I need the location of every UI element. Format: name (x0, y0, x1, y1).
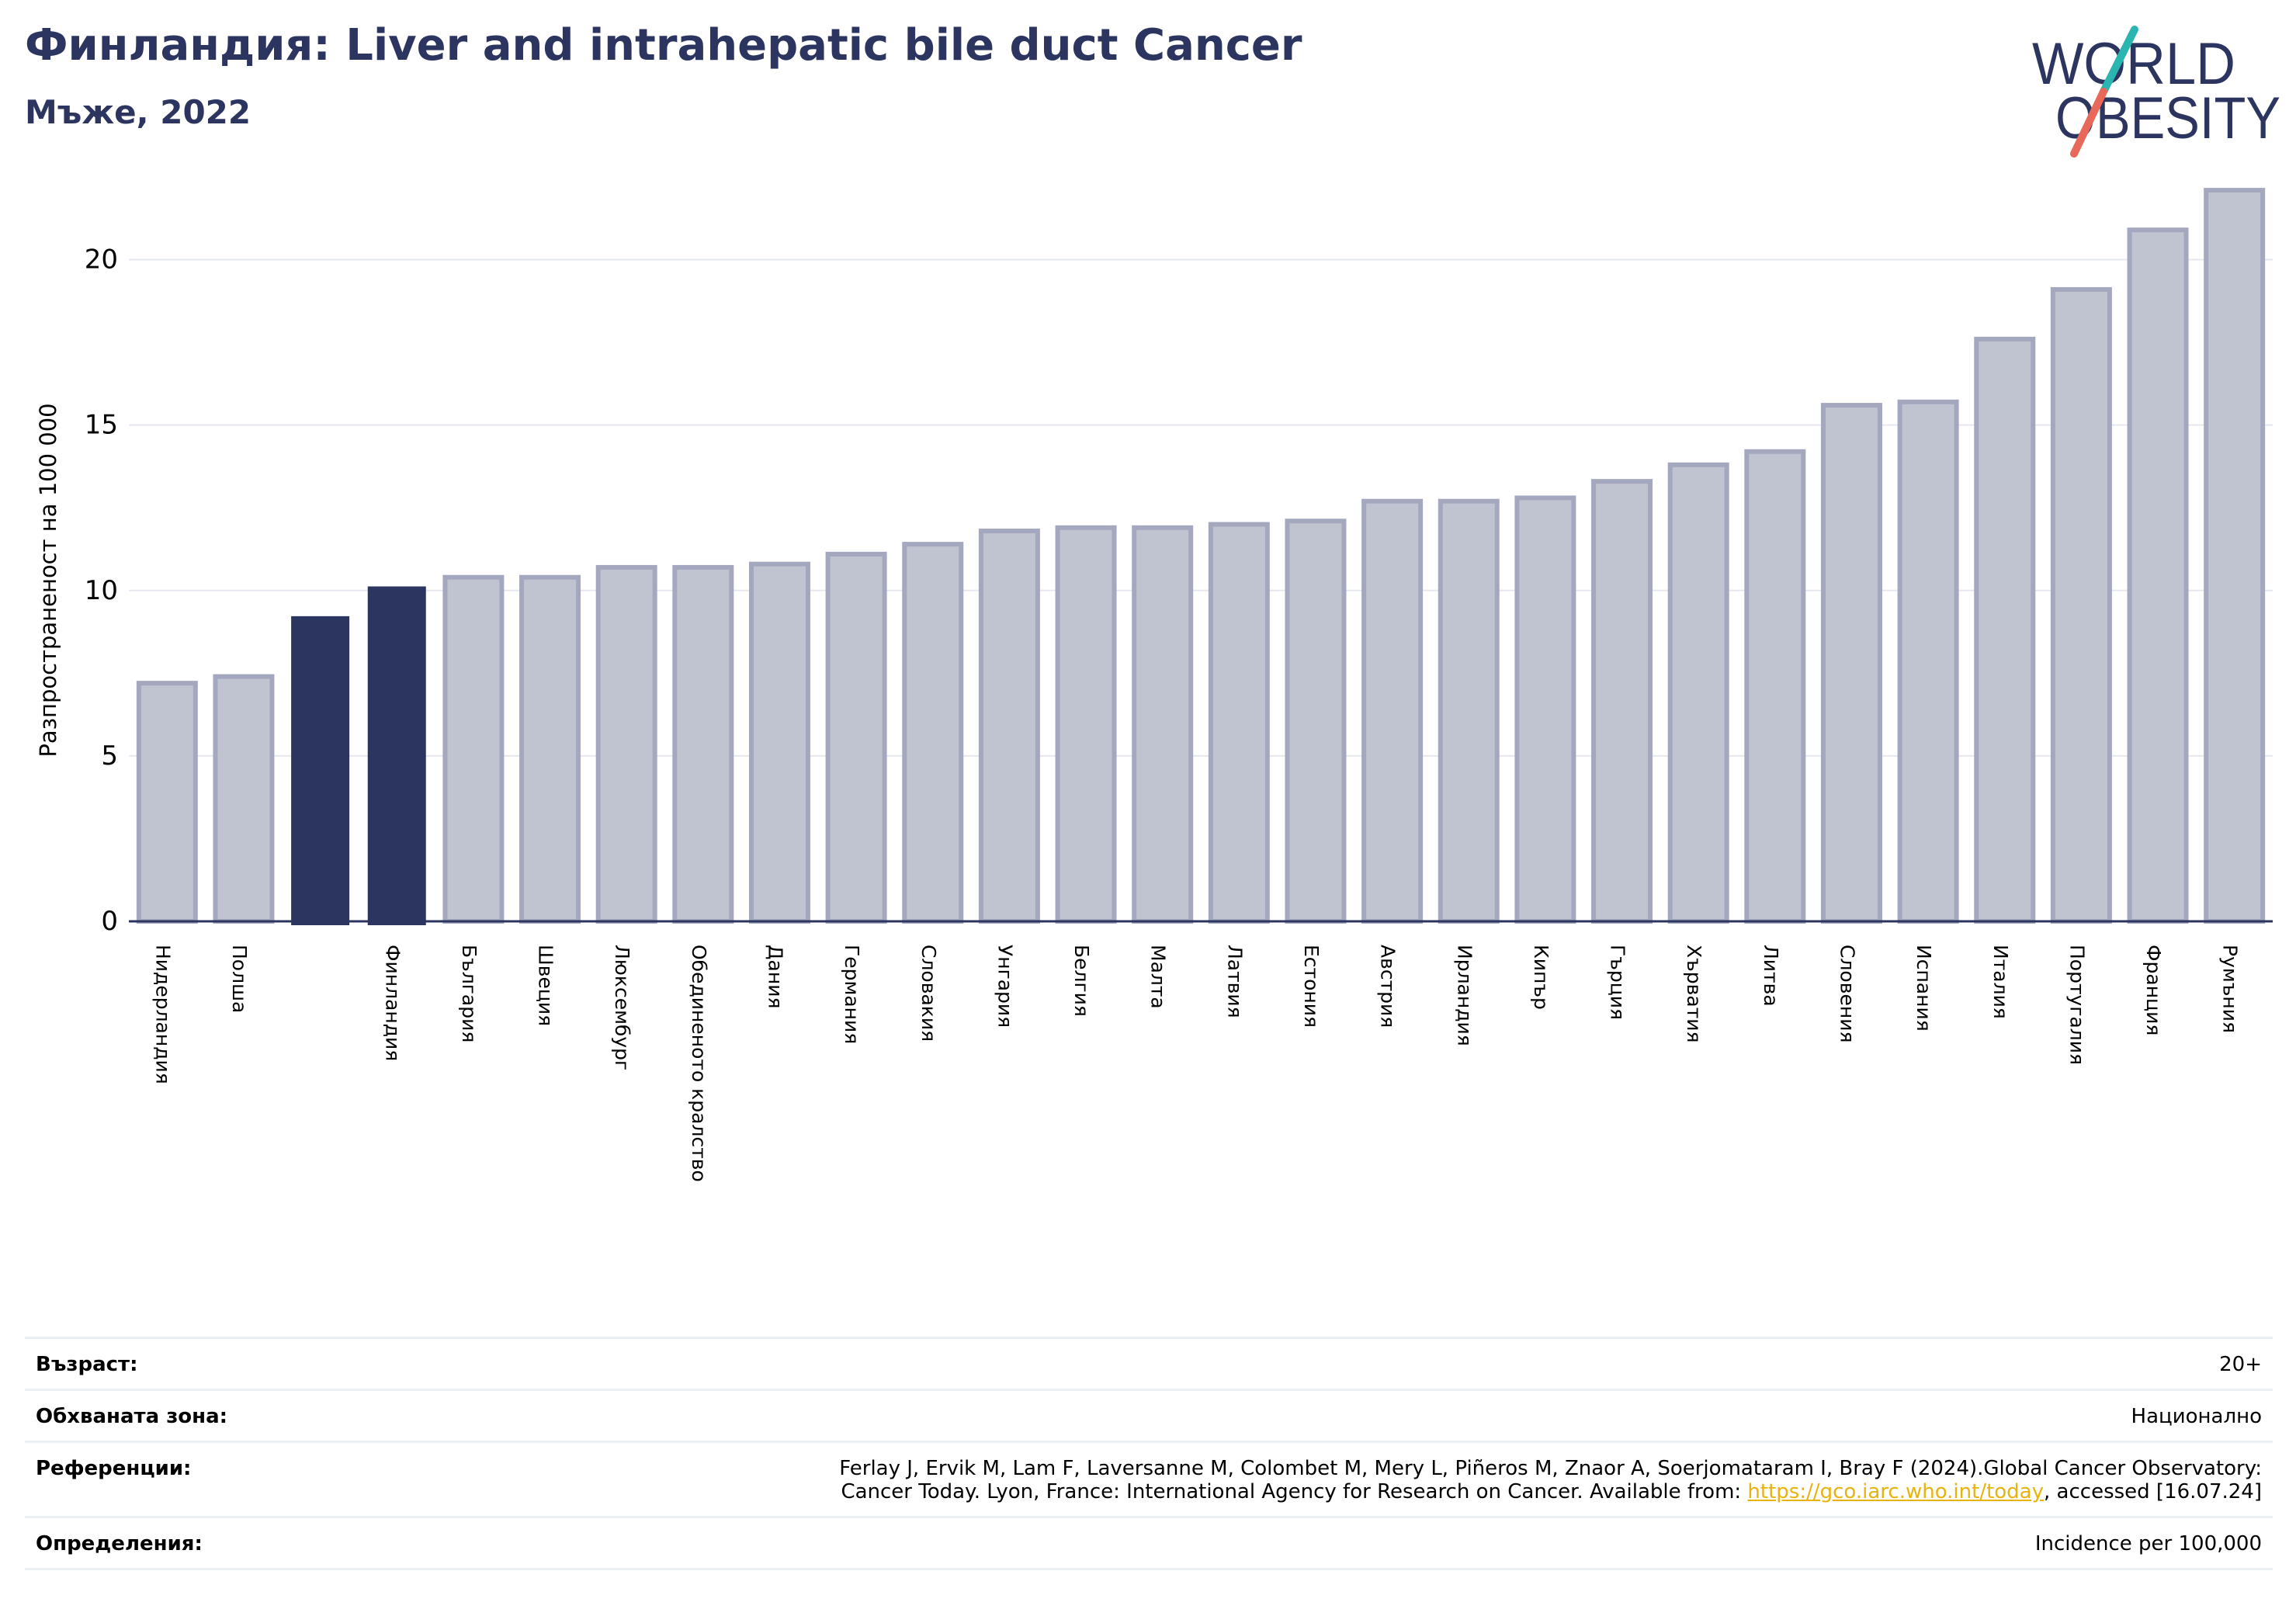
bar (2204, 188, 2266, 924)
x-tick-label: Малта (1147, 945, 1170, 1009)
bar (291, 616, 350, 925)
x-tick-label: Кипър (1530, 945, 1552, 1010)
x-tick-label: България (458, 945, 480, 1042)
x-tick-label: Естония (1300, 945, 1323, 1028)
info-row-age: Възраст: 20+ (25, 1337, 2273, 1389)
x-tick-label: Финландия (381, 945, 404, 1061)
bar (595, 564, 657, 924)
definitions-value: Incidence per 100,000 (2034, 1532, 2262, 1555)
bar (1055, 525, 1117, 924)
x-tick-label: Австрия (1377, 945, 1399, 1028)
x-tick-label: Обединеното кралство (688, 945, 710, 1182)
y-axis-label: Разпространеност на 100 000 (35, 403, 61, 757)
y-tick-labels: 0 5 10 15 20 (85, 244, 118, 937)
x-tick-label: Испания (1913, 945, 1935, 1032)
references-label: Референции: (36, 1457, 192, 1480)
bar (1667, 462, 1729, 924)
bar (1514, 495, 1576, 924)
bar (442, 574, 505, 924)
y-tick-label: 15 (85, 410, 118, 441)
bar (213, 674, 275, 924)
logo-slash-bottom (2070, 88, 2107, 158)
x-tick-label: Люксембург (611, 945, 633, 1070)
age-label: Възраст: (36, 1353, 138, 1376)
bar (367, 586, 426, 925)
x-tick-label: Ирландия (1453, 945, 1476, 1046)
info-row-references: Референции: Ferlay J, Ervik M, Lam F, La… (25, 1441, 2273, 1516)
x-tick-label: Италия (1989, 945, 2012, 1019)
bar (519, 574, 581, 924)
reference-line-2-pre: Cancer Today. Lyon, France: Internationa… (841, 1480, 1748, 1503)
x-tick-label: Дания (764, 945, 786, 1008)
x-tick-label: Франция (2142, 945, 2165, 1035)
bar (672, 564, 734, 924)
y-tick-label: 20 (85, 244, 118, 276)
reference-link[interactable]: https://gco.iarc.who.int/today (1747, 1480, 2045, 1503)
bar (2127, 227, 2189, 924)
bar (1974, 336, 2036, 924)
bar (2050, 286, 2112, 924)
age-value: 20+ (2219, 1353, 2262, 1376)
area-label: Обхваната зона: (36, 1405, 228, 1428)
x-tick-label: Гърция (1607, 945, 1629, 1020)
y-tick-label: 5 (101, 740, 118, 772)
info-row-definitions: Определения: Incidence per 100,000 (25, 1516, 2273, 1570)
x-tick-label: Германия (841, 945, 863, 1044)
chart-title: Финландия: Liver and intrahepatic bile d… (25, 20, 1302, 71)
x-tick-label: Швеция (535, 945, 557, 1026)
references-value: Ferlay J, Ervik M, Lam F, Laversanne M, … (839, 1457, 2262, 1503)
bar-chart: 0 5 10 15 20 Нидерландия Полша Финландия Българ… (35, 188, 2273, 1182)
bar (1820, 403, 1882, 924)
y-tick-label: 10 (85, 575, 118, 606)
bar (1744, 449, 1806, 924)
logo-word-world: WORLD (2032, 31, 2235, 97)
bar (1208, 522, 1270, 924)
bar (1132, 525, 1194, 924)
x-tick-label: Белгия (1070, 945, 1093, 1017)
x-tick-label: Хърватия (1683, 945, 1705, 1043)
logo-slash-top (2100, 26, 2138, 95)
bar (902, 542, 964, 924)
bar (1285, 518, 1347, 924)
x-tick-label: Нидерландия (151, 945, 174, 1084)
x-tick-label: Португалия (2065, 945, 2088, 1065)
info-table: Възраст: 20+ Обхваната зона: Национално … (25, 1337, 2273, 1570)
bar (748, 561, 810, 924)
bar (1361, 498, 1424, 924)
x-tick-label: Литва (1760, 945, 1782, 1007)
bar (1438, 498, 1500, 924)
x-tick-labels: Нидерландия Полша Финландия България Швеция Л… (151, 945, 2241, 1182)
y-tick-label: 0 (101, 906, 118, 937)
x-tick-label: Румъния (2219, 945, 2242, 1033)
reference-line-1: Ferlay J, Ervik M, Lam F, Laversanne M, … (839, 1457, 2262, 1480)
x-tick-label: Латвия (1223, 945, 1246, 1018)
bar (136, 681, 198, 924)
bar (978, 529, 1040, 924)
definitions-label: Определения: (36, 1532, 203, 1555)
bars (136, 188, 2266, 925)
bar (825, 551, 887, 924)
area-value: Национално (2131, 1405, 2262, 1428)
x-tick-label: Словения (1836, 945, 1858, 1042)
info-row-area: Обхваната зона: Национално (25, 1389, 2273, 1441)
x-tick-label: Полша (228, 945, 251, 1013)
bar (1897, 399, 1959, 924)
reference-line-2-post: , accessed [16.07.24] (2044, 1480, 2262, 1503)
chart-subtitle: Мъже, 2022 (25, 93, 251, 131)
bar (1591, 479, 1653, 924)
x-tick-label: Словакия (917, 945, 940, 1042)
world-obesity-logo: WORLD OBESITY (2032, 26, 2280, 158)
x-tick-label: Унгария (994, 945, 1016, 1028)
